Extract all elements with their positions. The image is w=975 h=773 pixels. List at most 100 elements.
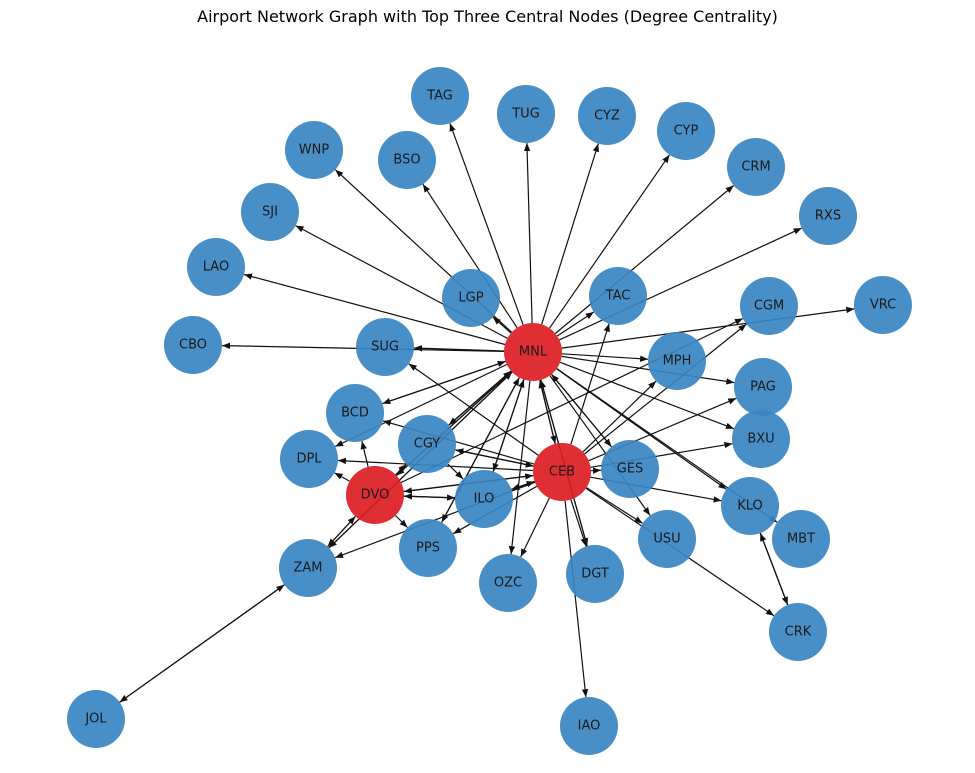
node-vrc: VRC bbox=[854, 276, 912, 334]
edge-ceb-cgm bbox=[584, 323, 747, 455]
node-circle bbox=[638, 510, 696, 568]
edge-ilo-dvo bbox=[403, 493, 456, 500]
node-label: KLO bbox=[737, 499, 763, 514]
node-circle bbox=[67, 690, 125, 748]
edge-ilo-mnl bbox=[492, 379, 525, 472]
node-cyp: CYP bbox=[657, 102, 715, 160]
node-mbt: MBT bbox=[772, 510, 830, 568]
node-label: CEB bbox=[549, 465, 575, 480]
node-circle bbox=[479, 554, 537, 612]
node-label: CBO bbox=[179, 338, 207, 353]
node-label: USU bbox=[653, 532, 680, 547]
node-label: IAO bbox=[578, 719, 601, 734]
node-circle bbox=[566, 545, 624, 603]
node-label: CGM bbox=[754, 299, 784, 314]
node-label: PPS bbox=[416, 541, 440, 556]
node-usu: USU bbox=[638, 510, 696, 568]
node-label: ILO bbox=[474, 492, 495, 507]
node-label: TUG bbox=[511, 107, 540, 122]
edge-mnl-pag bbox=[561, 355, 735, 385]
node-sug: SUG bbox=[356, 318, 414, 376]
node-wnp: WNP bbox=[285, 121, 343, 179]
edge-mnl-tac bbox=[556, 311, 595, 337]
node-label: DVO bbox=[361, 488, 390, 503]
node-circle bbox=[727, 138, 785, 196]
edge-mnl-lgp bbox=[492, 316, 512, 334]
node-circle bbox=[399, 519, 457, 577]
edge-cgy-ceb bbox=[455, 449, 534, 468]
node-circle bbox=[504, 323, 562, 381]
edge-ilo-ceb bbox=[511, 480, 535, 491]
node-dgt: DGT bbox=[566, 545, 624, 603]
node-cyz: CYZ bbox=[578, 87, 636, 145]
edge-mnl-cyp bbox=[549, 154, 670, 329]
node-bxu: BXU bbox=[732, 410, 790, 468]
node-label: DPL bbox=[296, 452, 322, 467]
node-ilo: ILO bbox=[455, 470, 513, 528]
edge-mnl-bxu bbox=[559, 361, 735, 430]
node-mnl: MNL bbox=[504, 323, 562, 381]
node-mph: MPH bbox=[648, 332, 706, 390]
edge-mnl-vrc bbox=[561, 306, 855, 349]
node-label: CRK bbox=[785, 625, 812, 640]
node-crm: CRM bbox=[727, 138, 785, 196]
node-circle bbox=[740, 277, 798, 335]
node-sji: SJI bbox=[241, 183, 299, 241]
edge-zam-dvo bbox=[327, 515, 356, 548]
node-iao: IAO bbox=[560, 697, 618, 755]
node-circle bbox=[648, 332, 706, 390]
edge-ceb-usu bbox=[586, 487, 643, 524]
edge-ceb-dgt bbox=[570, 499, 587, 547]
edge-ceb-ozc bbox=[520, 497, 550, 558]
node-label: LGP bbox=[458, 291, 483, 306]
node-lgp: LGP bbox=[442, 269, 500, 327]
node-label: DGT bbox=[581, 567, 609, 582]
node-label: VRC bbox=[870, 298, 896, 313]
node-bcd: BCD bbox=[326, 384, 384, 442]
node-ozc: OZC bbox=[479, 554, 537, 612]
edge-mnl-tag bbox=[449, 123, 524, 325]
node-dpl: DPL bbox=[280, 430, 338, 488]
nodes-layer: MNL CEB DVO TAG TUG CYZ CYP CRM RXS VRC WNP BSO SJI L… bbox=[67, 67, 912, 755]
edges-layer bbox=[119, 123, 855, 703]
node-jol: JOL bbox=[67, 690, 125, 748]
edge-ceb-iao bbox=[564, 500, 589, 698]
edge-mnl-mph bbox=[561, 353, 649, 362]
chart-title: Airport Network Graph with Top Three Cen… bbox=[197, 7, 778, 26]
node-circle bbox=[560, 697, 618, 755]
edge-ceb-mph bbox=[582, 380, 657, 453]
node-cgy: CGY bbox=[398, 415, 456, 473]
node-circle bbox=[799, 187, 857, 245]
edge-mnl-rxs bbox=[559, 227, 802, 341]
edge-jol-zam bbox=[119, 584, 285, 703]
node-circle bbox=[285, 121, 343, 179]
node-rxs: RXS bbox=[799, 187, 857, 245]
node-circle bbox=[497, 85, 555, 143]
edge-dvo-cgy bbox=[395, 463, 407, 476]
edge-dvo-pps bbox=[395, 515, 408, 528]
node-label: TAG bbox=[426, 89, 453, 104]
node-label: OZC bbox=[494, 576, 522, 591]
node-circle bbox=[732, 410, 790, 468]
edge-cgy-ilo bbox=[447, 463, 464, 480]
node-circle bbox=[601, 440, 659, 498]
edge-mnl-sug bbox=[413, 345, 505, 352]
edge-dvo-bcd bbox=[360, 441, 369, 467]
node-circle bbox=[411, 67, 469, 125]
node-dvo: DVO bbox=[346, 466, 404, 524]
node-label: JOL bbox=[84, 712, 107, 727]
node-zam: ZAM bbox=[279, 539, 337, 597]
edge-mnl-lao bbox=[243, 273, 506, 346]
node-pps: PPS bbox=[399, 519, 457, 577]
node-label: SUG bbox=[371, 340, 399, 355]
node-circle bbox=[657, 102, 715, 160]
node-label: MBT bbox=[787, 532, 815, 547]
edge-crk-klo bbox=[759, 532, 789, 606]
edge-bcd-mnl bbox=[382, 360, 506, 405]
edge-mnl-bso bbox=[422, 183, 518, 329]
edge-mnl-cyz bbox=[541, 143, 599, 325]
edge-mnl-ozc bbox=[508, 380, 531, 555]
node-label: RXS bbox=[815, 209, 841, 224]
